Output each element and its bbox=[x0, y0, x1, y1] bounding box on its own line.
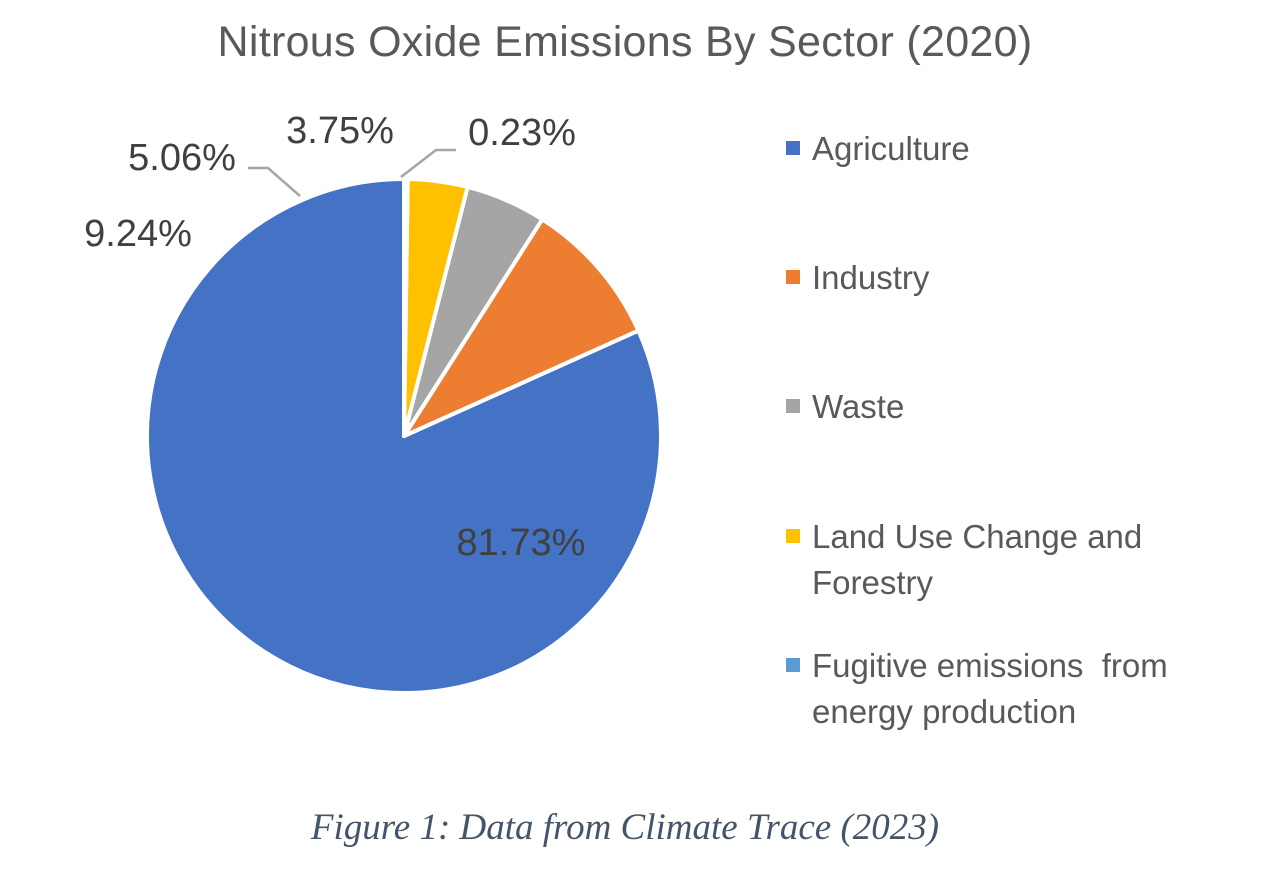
slice-agriculture bbox=[145, 177, 663, 695]
legend-label: Land Use Change and Forestry bbox=[812, 518, 1152, 601]
data-label-fugitive-emissions: 0.23% bbox=[468, 112, 576, 154]
slice-industry bbox=[402, 217, 641, 438]
data-label-industry: 9.24% bbox=[84, 213, 192, 255]
legend-label: Industry bbox=[812, 259, 930, 296]
legend-label: Agriculture bbox=[812, 130, 970, 167]
legend-item-land-use: Land Use Change and Forestry bbox=[786, 514, 1232, 606]
slice-fugitive-emissions bbox=[402, 177, 410, 438]
figure-caption: Figure 1: Data from Climate Trace (2023) bbox=[310, 807, 940, 848]
legend-swatch bbox=[786, 399, 800, 413]
legend-item-industry: Industry bbox=[786, 255, 1232, 301]
legend-label: Waste bbox=[812, 388, 905, 425]
leader-line-waste bbox=[248, 166, 301, 197]
data-labels: 81.73% 9.24% 5.06% 3.75% 0.23% bbox=[84, 110, 585, 564]
legend-swatch bbox=[786, 658, 800, 672]
legend-swatch bbox=[786, 141, 800, 155]
data-label-land-use: 3.75% bbox=[286, 110, 394, 152]
pie-slices bbox=[145, 177, 663, 695]
legend-item-agriculture: Agriculture bbox=[786, 126, 1232, 172]
chart-title: Nitrous Oxide Emissions By Sector (2020) bbox=[217, 18, 1033, 66]
legend-swatch bbox=[786, 529, 800, 543]
legend-label: Fugitive emissions from energy productio… bbox=[812, 647, 1177, 730]
leader-lines bbox=[248, 148, 456, 197]
leader-line-fugitive-emissions bbox=[400, 148, 456, 178]
data-label-waste: 5.06% bbox=[128, 137, 236, 179]
legend-item-waste: Waste bbox=[786, 384, 1232, 430]
data-label-agriculture: 81.73% bbox=[457, 522, 586, 564]
legend-item-fugitive-emissions: Fugitive emissions from energy productio… bbox=[786, 643, 1232, 735]
legend-swatch bbox=[786, 270, 800, 284]
